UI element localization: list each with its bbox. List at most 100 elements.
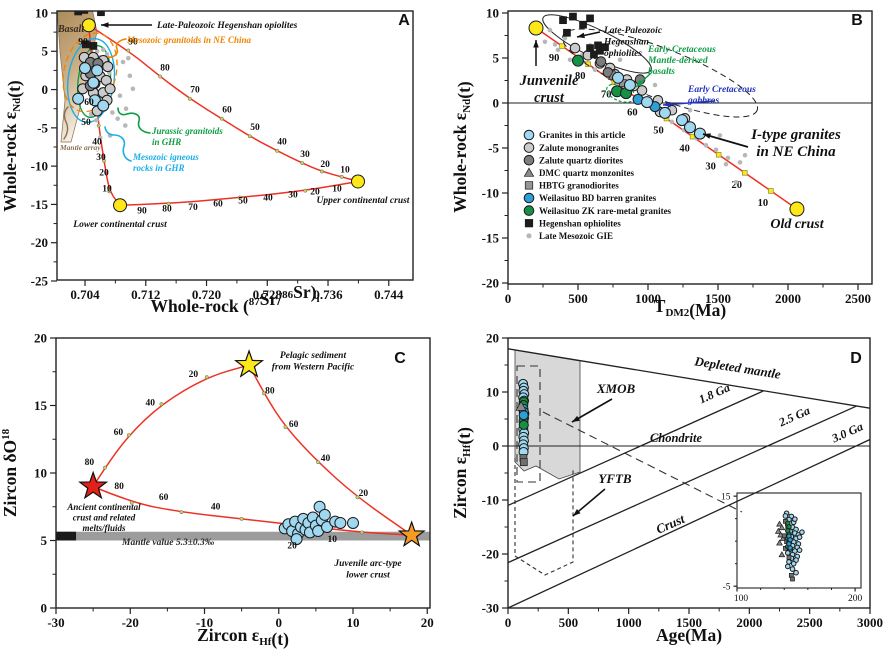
plot-frame bbox=[736, 492, 862, 589]
panel-letter-b: B bbox=[851, 12, 863, 29]
circle-element bbox=[347, 516, 360, 529]
hegenshan-label: Late-Paleozoic bbox=[603, 26, 663, 36]
tspan-element: Nd bbox=[11, 98, 23, 112]
pelagic-sediment-label: from Western Pacific bbox=[272, 363, 355, 373]
rect-element bbox=[786, 555, 792, 560]
x-tick-label: 100 bbox=[734, 594, 749, 604]
circle-element bbox=[725, 155, 731, 161]
circle-element bbox=[595, 56, 607, 67]
y-tick-label: -10 bbox=[482, 185, 499, 200]
juvenile-arc-label: lower crust bbox=[346, 571, 390, 581]
circle-element bbox=[737, 160, 743, 165]
circle-element bbox=[528, 20, 544, 36]
panel-b: 908070605040302010Late-PaleozoicHegensha… bbox=[450, 5, 873, 320]
yftb-label: YFTB bbox=[598, 471, 632, 486]
series-hegenshan-ophiolites bbox=[559, 12, 609, 59]
mixing-percent-label: 40 bbox=[277, 138, 287, 148]
pelagic-sediment-endmember bbox=[234, 349, 265, 378]
circle-element bbox=[623, 78, 636, 91]
circle-element bbox=[72, 92, 85, 105]
x-tick-label: -30 bbox=[47, 615, 64, 630]
mixing-percent-label: 40 bbox=[211, 502, 221, 512]
mantle-array-label: Mantle array bbox=[59, 143, 101, 152]
hegenshan-label: Hegenshan bbox=[603, 38, 649, 48]
ancient-crust-label: Ancient continental bbox=[66, 502, 141, 512]
legend-item-label: DMC quartz monzonites bbox=[539, 168, 634, 178]
circle-element bbox=[641, 96, 654, 109]
mixing-tick-dot bbox=[275, 148, 280, 153]
mixing-percent-label: 90 bbox=[128, 37, 138, 47]
circle-element bbox=[612, 71, 625, 84]
tspan-element: (t) bbox=[454, 427, 474, 445]
circle-element bbox=[127, 73, 133, 79]
x-tick-label: 1500 bbox=[676, 615, 702, 630]
y-tick-label: 0 bbox=[41, 600, 48, 615]
circle-element bbox=[97, 135, 103, 141]
axis-title: Age(Ma) bbox=[656, 625, 722, 645]
x-tick-label: 2000 bbox=[736, 615, 762, 630]
circle-element bbox=[717, 133, 723, 138]
circle-element bbox=[790, 560, 797, 567]
circle-element bbox=[784, 563, 791, 570]
mixing-percent-label: 80 bbox=[114, 482, 124, 492]
mixing-tick-dot bbox=[129, 500, 134, 505]
tspan-element: Hf bbox=[259, 636, 272, 648]
mixing-percent-label: 90 bbox=[137, 207, 147, 217]
y-tick-label: 10 bbox=[34, 465, 47, 480]
series-weilasituo-bd-barren-granites bbox=[786, 533, 793, 551]
mixing-tick-label: 20 bbox=[732, 180, 743, 191]
circle-element bbox=[676, 114, 689, 127]
mixing-tick-dot bbox=[102, 158, 106, 163]
circle-element bbox=[120, 59, 126, 65]
lower-crust-label: Lower continental crust bbox=[72, 220, 167, 230]
mesozoic-granitoids-label: Mesozoic granitoids in NE China bbox=[126, 35, 252, 45]
circle-element bbox=[562, 35, 568, 41]
legend: Granites in this article Zalute monograni… bbox=[523, 129, 672, 241]
mixing-percent-label: 90 bbox=[78, 37, 88, 47]
y-tick-label: 10 bbox=[486, 5, 499, 20]
tspan-element: Whole-rock ( bbox=[150, 296, 249, 316]
y-tick-label: 20 bbox=[34, 330, 47, 345]
arrowhead-icon bbox=[572, 415, 580, 422]
field-divider bbox=[542, 411, 743, 513]
circle-element bbox=[617, 57, 623, 63]
y-tick-label: -5 bbox=[488, 140, 499, 155]
i-type-granites-label: in NE China bbox=[756, 144, 836, 160]
mixing-percent-label: 10 bbox=[327, 535, 337, 545]
circle-element bbox=[87, 76, 100, 89]
y-tick-label: 15 bbox=[34, 398, 48, 413]
y-tick-label: 0 bbox=[493, 438, 500, 453]
jurassic-granitoids-label: in GHR bbox=[152, 137, 181, 147]
mixing-tick-dot bbox=[158, 74, 163, 79]
yftb-field bbox=[514, 458, 574, 576]
plot-area: 80 60 40 20 80 60 40 20 80 60 40 20 10 bbox=[56, 349, 430, 552]
mesozoic-igneous-label: rocks in GHR bbox=[133, 163, 185, 173]
mixing-tick-dot bbox=[359, 530, 364, 535]
circle-element bbox=[110, 110, 115, 115]
x-tick-label: 2500 bbox=[797, 615, 823, 630]
circle-element bbox=[793, 569, 799, 576]
juvenile-lower-crust-endmember bbox=[397, 520, 426, 548]
chondrite-label: Chondrite bbox=[650, 431, 703, 445]
circle-element bbox=[518, 419, 529, 430]
mixing-tick-dot bbox=[300, 161, 305, 166]
mixing-tick-label: 50 bbox=[653, 126, 664, 137]
y-tick-label: -10 bbox=[482, 492, 499, 507]
circle-element bbox=[784, 550, 791, 556]
x-tick-label: 2000 bbox=[775, 291, 801, 306]
axis-title: Zircon δO18 bbox=[0, 428, 20, 517]
series-granites-in-this-article bbox=[278, 500, 360, 546]
x-tick-label: 0 bbox=[505, 291, 512, 306]
rect-element bbox=[80, 11, 89, 14]
legend-item-granites-in-this-article: Granites in this article bbox=[523, 129, 625, 141]
legend-item-dmc-quartz-monzonites: DMC quartz monzonites bbox=[523, 167, 634, 178]
circle-element bbox=[351, 174, 366, 189]
mixing-tick-dot bbox=[107, 189, 112, 194]
jurassic-granitoids-label: Jurassic granitoids bbox=[151, 126, 223, 136]
tspan-element: DM2 bbox=[665, 307, 689, 319]
circle-element bbox=[693, 127, 706, 140]
circle-element bbox=[592, 67, 598, 72]
mixing-tick-dot bbox=[239, 516, 244, 521]
